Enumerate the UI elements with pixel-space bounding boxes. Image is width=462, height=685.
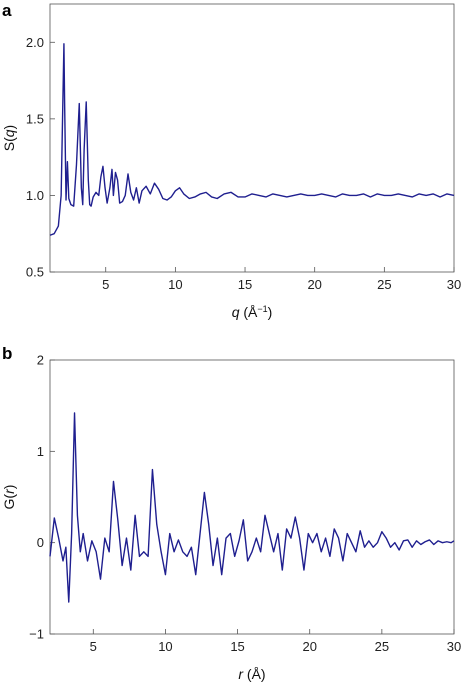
panel-b-xtick-label: 5 — [90, 639, 97, 654]
panel-a-xtick-label: 25 — [377, 277, 391, 292]
panel-a-xlabel-var: q — [232, 304, 240, 320]
panel-a-letter: a — [2, 1, 12, 20]
panel-b-xlabel-var: r — [238, 666, 244, 682]
panel-a-xlabel: q (Å−1) — [232, 304, 273, 320]
panel-a-ylabel-suffix: ) — [1, 125, 17, 130]
panel-b-ylabel-prefix: G( — [1, 494, 17, 510]
panel-a-ytick-label: 0.5 — [26, 265, 44, 280]
panel-a-xtick-label: 20 — [307, 277, 321, 292]
panel-b-ytick-label: −1 — [29, 627, 44, 642]
panel-a-frame — [49, 3, 455, 273]
panel-a-ylabel-prefix: S( — [1, 137, 17, 151]
panel-a-series-line — [49, 43, 455, 236]
panel-b-xtick-label: 25 — [375, 639, 389, 654]
panel-a-xlabel-close: ) — [268, 304, 273, 320]
panel-b-xtick-label: 15 — [230, 639, 244, 654]
panel-b-ylabel: G(r) — [1, 485, 17, 510]
panel-a-ticks: 5 10 15 20 25 30 0.5 1.0 1.5 2.0 — [26, 35, 461, 292]
panel-a-xtick-label: 5 — [102, 277, 109, 292]
panel-a-ytick-label: 2.0 — [26, 35, 44, 50]
panel-b-ylabel-var: r — [1, 488, 17, 494]
panel-b-xlabel-unit: (Å) — [243, 666, 266, 682]
panel-b-ytick-label: 1 — [37, 444, 44, 459]
panel-a-ytick-label: 1.0 — [26, 188, 44, 203]
panel-a-xlabel-unit: (Å — [239, 304, 258, 320]
panel-b-xlabel: r (Å) — [238, 666, 265, 682]
panel-a-ylabel: S(q) — [1, 125, 17, 151]
panel-b-xtick-label: 10 — [158, 639, 172, 654]
panel-a-xlabel-exp: −1 — [257, 304, 267, 314]
panel-b-xtick-label: 20 — [302, 639, 316, 654]
panel-b-xtick-label: 30 — [447, 639, 461, 654]
panel-b-letter: b — [2, 344, 12, 363]
panel-a: a 5 10 15 20 25 300.51.01.52.0 S(q) q (Å−1) — [1, 1, 461, 320]
panel-b-ticks: 5 10 15 20 25 30 −1 0 1 2 — [29, 353, 461, 655]
panel-a-ytick-label: 1.5 — [26, 111, 44, 126]
panel-b-series-line — [49, 412, 455, 603]
panel-b-ytick-label: 0 — [37, 535, 44, 550]
panel-b-frame — [49, 359, 455, 635]
panel-a-xtick-label: 15 — [238, 277, 252, 292]
panel-a-xtick-label: 10 — [168, 277, 182, 292]
panel-a-ylabel-var: q — [1, 129, 17, 137]
panel-a-xtick-label: 30 — [447, 277, 461, 292]
panel-b-ylabel-suffix: ) — [1, 485, 17, 490]
panel-b-ytick-label: 2 — [37, 353, 44, 368]
